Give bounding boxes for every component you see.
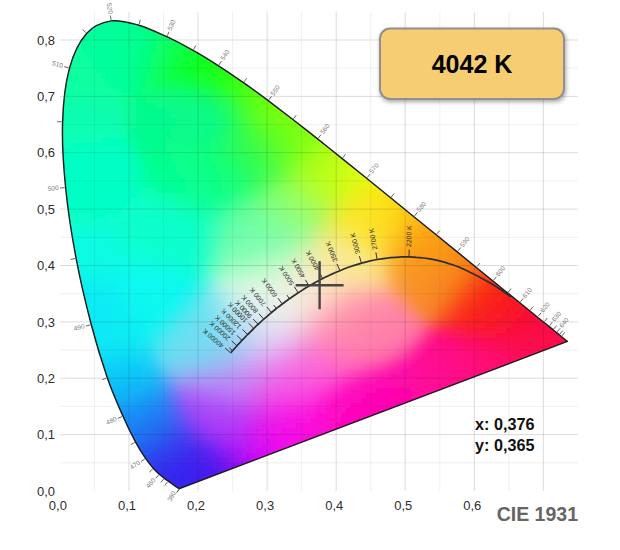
svg-text:2200 K: 2200 K — [405, 225, 412, 247]
svg-text:0,1: 0,1 — [118, 498, 136, 513]
svg-text:0,3: 0,3 — [256, 498, 274, 513]
svg-text:0,8: 0,8 — [37, 33, 55, 48]
svg-text:x: 0,376: x: 0,376 — [475, 415, 534, 433]
svg-text:0,6: 0,6 — [37, 145, 55, 160]
svg-text:0,2: 0,2 — [187, 498, 205, 513]
svg-text:0,4: 0,4 — [37, 258, 55, 273]
svg-text:4042 K: 4042 K — [432, 50, 513, 78]
svg-text:0,3: 0,3 — [37, 315, 55, 330]
svg-text:0,6: 0,6 — [463, 498, 481, 513]
svg-text:0,5: 0,5 — [37, 202, 55, 217]
svg-text:0,0: 0,0 — [37, 484, 55, 499]
svg-text:0,5: 0,5 — [394, 498, 412, 513]
svg-text:0,1: 0,1 — [37, 427, 55, 442]
svg-text:500: 500 — [47, 184, 59, 192]
svg-text:0,4: 0,4 — [325, 498, 343, 513]
svg-text:y: 0,365: y: 0,365 — [475, 436, 534, 454]
svg-text:0,0: 0,0 — [49, 498, 67, 513]
svg-text:CIE 1931: CIE 1931 — [497, 503, 578, 525]
svg-text:0,2: 0,2 — [37, 371, 55, 386]
svg-text:0,7: 0,7 — [37, 89, 55, 104]
